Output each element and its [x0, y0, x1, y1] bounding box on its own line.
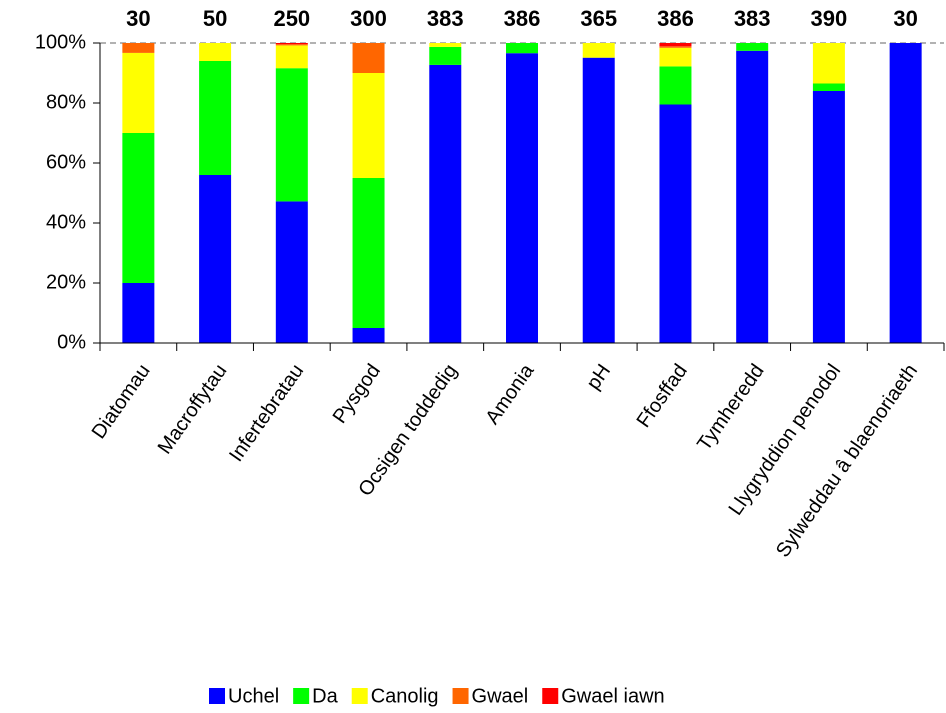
bar-segment [199, 61, 232, 175]
bar-segment [506, 43, 538, 54]
bar-segment [582, 57, 615, 343]
legend-label: Canolig [371, 685, 439, 707]
y-tick-label: 60% [46, 151, 86, 173]
count-label: 30 [126, 6, 150, 31]
x-tick-label: Macroffytau [154, 360, 232, 458]
bar-segment [659, 47, 692, 67]
bar-segment [352, 328, 385, 343]
bar-segment [582, 43, 615, 58]
count-label: 300 [350, 6, 387, 31]
count-label: 365 [580, 6, 617, 31]
count-label: 386 [504, 6, 541, 31]
legend-label: Gwael [472, 685, 529, 707]
legend-swatch [542, 688, 559, 704]
bar-segment [122, 52, 155, 133]
x-tick-label: Pysgod [329, 360, 385, 427]
legend-swatch [351, 688, 368, 704]
bar-segment [812, 43, 845, 84]
y-tick-label: 40% [46, 211, 86, 233]
bar-segment [736, 43, 769, 51]
bar-segment [429, 43, 462, 47]
count-label: 390 [811, 6, 848, 31]
legend-swatch [452, 688, 469, 704]
bar-segment [506, 53, 538, 343]
x-tick-label: Infertebratau [225, 360, 308, 466]
count-label: 383 [734, 6, 771, 31]
bar-segment [659, 66, 692, 105]
bar-segment [275, 201, 308, 343]
bar-segment [199, 175, 232, 343]
count-label: 250 [273, 6, 310, 31]
y-tick-label: 80% [46, 91, 86, 113]
y-tick-label: 0% [57, 331, 86, 353]
count-label: 50 [203, 6, 227, 31]
bar-segment [275, 45, 308, 69]
count-label: 30 [893, 6, 917, 31]
bar-segment [659, 43, 692, 47]
bar-segment [812, 83, 845, 91]
y-tick-label: 100% [35, 31, 86, 53]
bar-segment [199, 43, 232, 61]
x-tick-label: Diatomau [88, 360, 155, 443]
count-label: 386 [657, 6, 694, 31]
bar-segment [429, 64, 462, 344]
legend-label: Uchel [228, 685, 279, 707]
bar-segment [275, 43, 308, 45]
bar-segment [275, 68, 308, 202]
legend-label: Da [312, 685, 338, 707]
x-tick-label: Ffosffad [633, 360, 692, 432]
legend-swatch [209, 688, 225, 704]
bar-segment [352, 43, 385, 73]
bar-segment [889, 43, 922, 343]
x-tick-label: Amonia [482, 360, 539, 429]
bar-segment [736, 50, 769, 344]
x-tick-label: Sylweddau â blaenoriaeth [772, 360, 922, 561]
count-label: 383 [427, 6, 464, 31]
bar-segment [122, 283, 155, 343]
bar-segment [659, 46, 692, 48]
bar-segment [429, 46, 462, 65]
bar-segment [812, 91, 845, 343]
y-tick-label: 20% [46, 271, 86, 293]
bar-segment [122, 43, 155, 53]
bar-segment [122, 133, 155, 283]
bar-segment [275, 44, 308, 46]
x-tick-label: Tymheredd [693, 360, 768, 455]
bar-segment [352, 178, 385, 328]
legend-swatch [293, 688, 310, 704]
bar-segment [659, 104, 692, 343]
legend-label: Gwael iawn [561, 685, 664, 707]
bar-segment [352, 73, 385, 178]
x-tick-label: pH [582, 360, 615, 394]
